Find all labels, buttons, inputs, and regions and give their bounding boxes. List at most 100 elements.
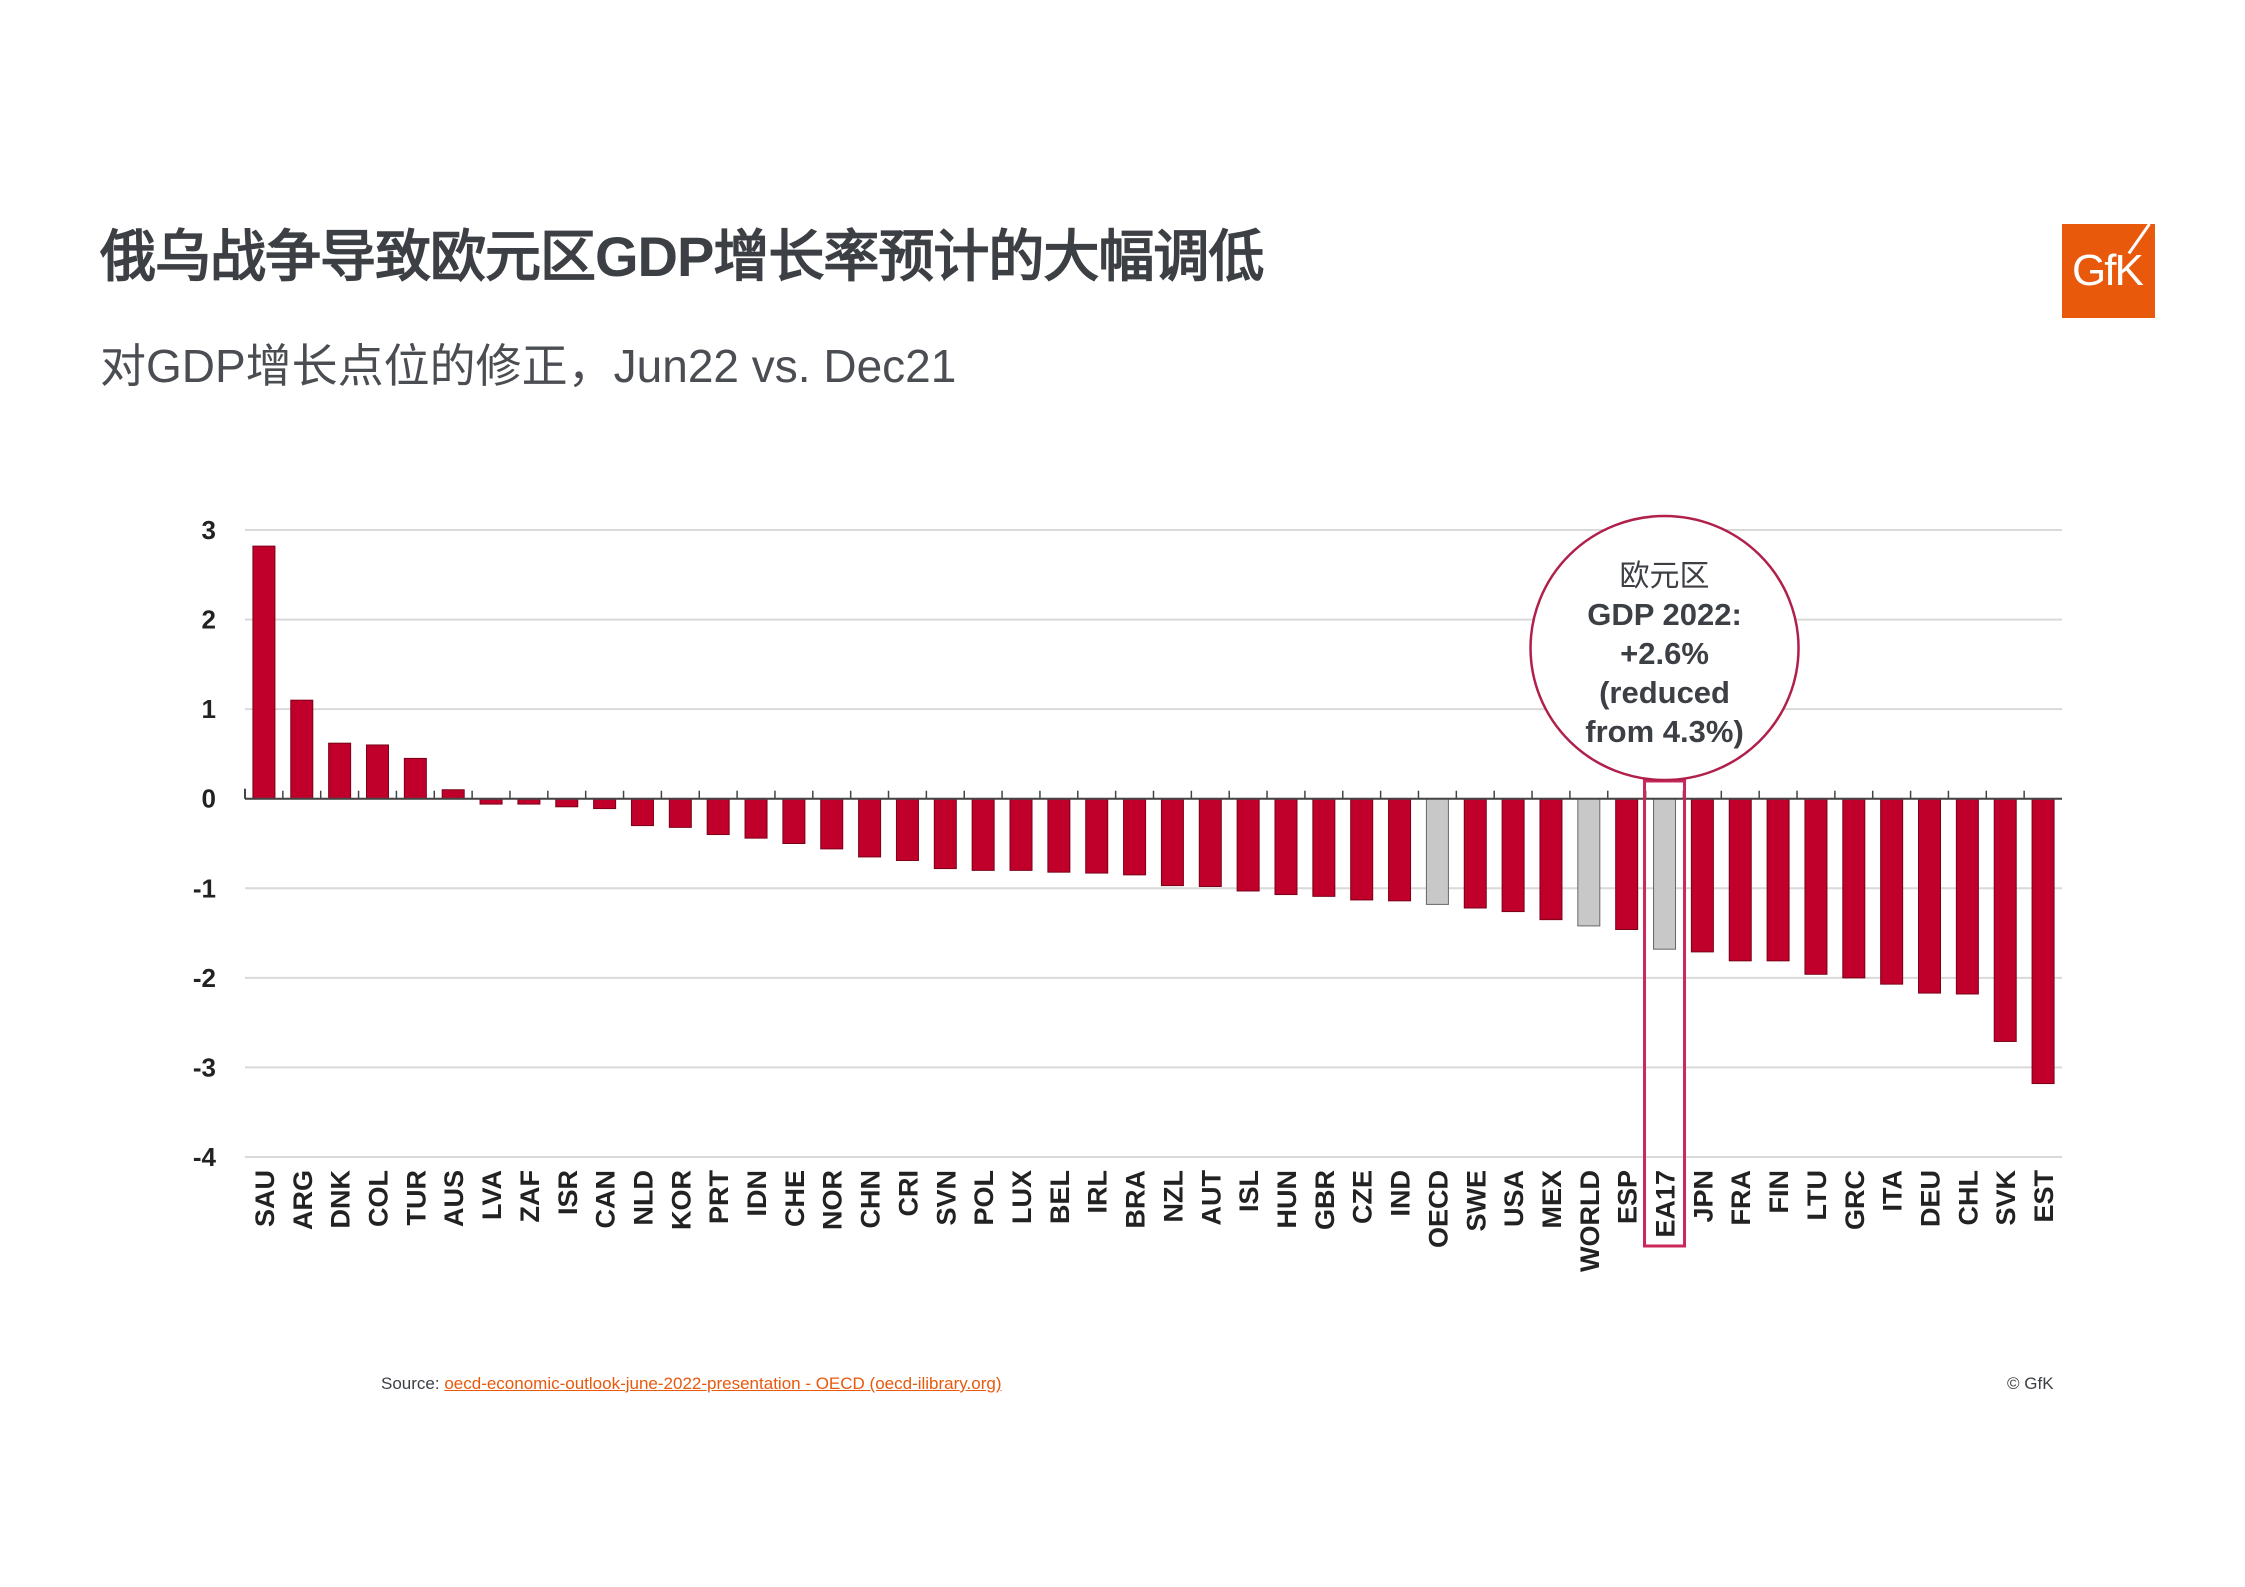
bar-ita [1880,798,1904,985]
bar-idn [744,798,768,839]
bar-bra [1123,798,1147,876]
source-note: Source: oecd-economic-outlook-june-2022-… [381,1374,1002,1394]
x-tick-label: CAN [591,1170,621,1229]
y-tick-label: -2 [193,963,216,993]
x-tick-label: EST [2029,1169,2059,1222]
bar-mex [1539,798,1563,921]
x-tick-label: IDN [742,1170,772,1217]
bar-prt [706,798,730,836]
x-tick-label: BEL [1045,1170,1075,1224]
y-tick-label: -3 [193,1052,216,1082]
x-tick-label: JPN [1688,1170,1718,1223]
x-tick-label: CHN [856,1170,886,1229]
x-tick-label: NLD [628,1170,658,1226]
copyright: © GfK [2007,1374,2054,1393]
bar-esp [1615,798,1639,930]
x-tick-label: ESP [1613,1170,1643,1224]
bar-irl [1085,798,1109,874]
x-tick-label: POL [969,1170,999,1226]
page-subtitle: 对GDP增长点位的修正，Jun22 vs. Dec21 [100,340,957,392]
source-label: Source: [381,1374,440,1393]
x-tick-label: SVN [931,1170,961,1226]
x-tick-label: HUN [1272,1170,1302,1229]
source-link[interactable]: oecd-economic-outlook-june-2022-presenta… [444,1374,1002,1393]
bar-cri [895,798,919,862]
bar-sau [252,545,276,800]
bar-chl [1955,798,1979,995]
x-tick-label: CRI [893,1170,923,1217]
x-tick-label: FRA [1726,1170,1756,1226]
x-tick-label: ITA [1878,1170,1908,1212]
x-tick-label: LVA [477,1170,507,1220]
bar-che [782,798,806,845]
bar-swe [1463,798,1487,909]
x-tick-label: BRA [1121,1170,1151,1229]
annotation-text: (reduced [1599,675,1730,710]
y-tick-label: 3 [202,515,216,545]
x-tick-label: FIN [1764,1170,1794,1214]
x-tick-label: ISR [553,1170,583,1215]
y-tick-label: 0 [202,784,216,814]
annotation-text: GDP 2022: [1587,597,1742,632]
bar-kor [668,798,692,828]
bar-fra [1728,798,1752,962]
bar-nzl [1160,798,1184,887]
bar-aus [441,789,465,800]
x-tick-label: GRC [1840,1170,1870,1230]
bar-world [1577,798,1601,927]
x-tick-label: WORLD [1575,1170,1605,1272]
x-tick-label: NOR [818,1170,848,1230]
x-tick-label: CHE [780,1170,810,1227]
bar-can [593,798,617,810]
bar-dnk [328,742,352,800]
x-tick-label: AUT [1196,1170,1226,1226]
x-tick-label: SWE [1461,1170,1491,1232]
x-tick-label: SAU [250,1170,280,1227]
bar-ea17 [1653,798,1677,950]
x-tick-label: USA [1499,1170,1529,1227]
x-tick-label: CZE [1348,1170,1378,1224]
bar-aut [1198,798,1222,887]
bar-chn [858,798,882,858]
x-tick-label: LTU [1802,1170,1832,1220]
page-title: 俄乌战争导致欧元区GDP增长率预计的大幅调低 [100,225,1264,288]
x-tick-label: AUS [439,1170,469,1227]
bar-tur [403,757,427,800]
bar-isl [1236,798,1260,892]
bar-pol [971,798,995,871]
annotation-circle [1529,514,1800,782]
y-tick-label: 1 [202,694,216,724]
y-tick-label: -1 [193,873,216,903]
x-tick-label: ZAF [515,1170,545,1222]
x-tick-label: OECD [1423,1170,1453,1248]
annotation-text: from 4.3%) [1585,714,1743,749]
x-tick-label: DEU [1916,1170,1946,1227]
x-tick-label: TUR [401,1170,431,1226]
bar-fin [1766,798,1790,962]
logo-text: GfK [2072,246,2144,295]
x-tick-label: COL [363,1170,393,1227]
bar-isr [555,798,579,808]
bar-est [2031,798,2055,1085]
bar-deu [1918,798,1942,994]
bar-svk [1993,798,2017,1042]
y-tick-label: 2 [202,605,216,635]
x-tick-label: EA17 [1651,1170,1681,1238]
bar-jpn [1690,798,1714,953]
bar-arg [290,699,314,800]
x-tick-label: MEX [1537,1170,1567,1229]
bar-ltu [1804,798,1828,975]
x-tick-label: PRT [704,1169,734,1224]
bar-svn [933,798,957,870]
bar-col [365,744,389,800]
bar-gbr [1312,798,1336,897]
bar-lux [1009,798,1033,871]
bar-cze [1350,798,1374,901]
x-tick-label: CHL [1953,1170,1983,1226]
x-tick-label: ISL [1234,1170,1264,1212]
x-tick-label: SVK [1991,1170,2021,1226]
x-tick-label: IND [1386,1170,1416,1217]
bar-oecd [1425,798,1449,905]
bar-nor [820,798,844,850]
